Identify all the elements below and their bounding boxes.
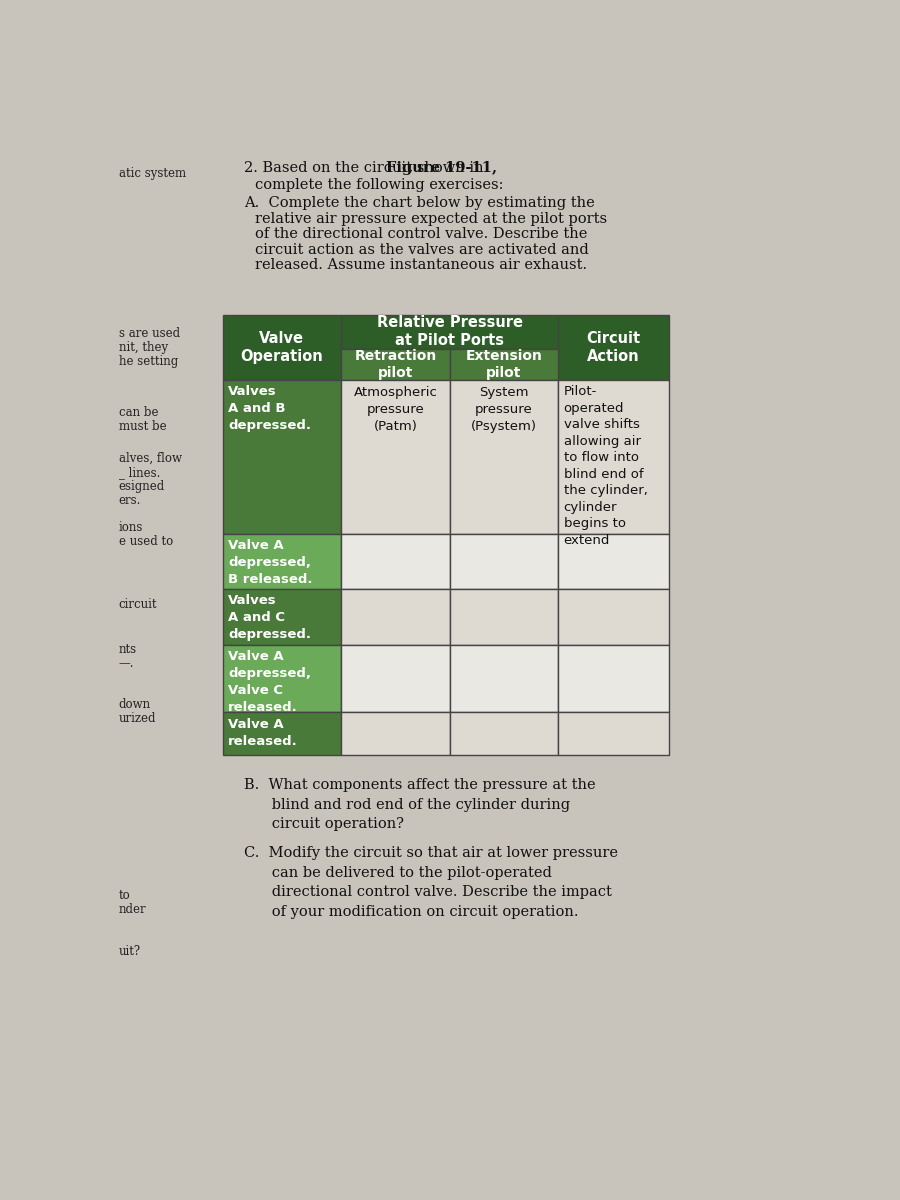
Bar — [222, 314, 341, 379]
Bar — [558, 379, 669, 534]
Text: urized: urized — [119, 713, 157, 725]
Text: Atmospheric
pressure
(Patm): Atmospheric pressure (Patm) — [354, 385, 437, 433]
Text: he setting: he setting — [119, 355, 178, 368]
Text: A.  Complete the chart below by estimating the: A. Complete the chart below by estimatin… — [244, 197, 595, 210]
Bar — [341, 713, 450, 755]
Text: can be: can be — [119, 406, 158, 419]
Text: B.  What components affect the pressure at the
      blind and rod end of the cy: B. What components affect the pressure a… — [244, 779, 596, 832]
Text: 2. Based on the circuit shown in: 2. Based on the circuit shown in — [244, 161, 489, 175]
Text: of the directional control valve. Describe the: of the directional control valve. Descri… — [255, 227, 588, 241]
Bar — [341, 534, 450, 589]
Bar — [558, 713, 669, 755]
Text: complete the following exercises:: complete the following exercises: — [255, 178, 504, 192]
Text: must be: must be — [119, 420, 166, 433]
Text: uit?: uit? — [119, 944, 140, 958]
Text: nts: nts — [119, 643, 137, 656]
Text: ions: ions — [119, 521, 143, 534]
Bar — [450, 379, 558, 534]
Bar — [450, 534, 558, 589]
Bar — [450, 349, 558, 379]
Bar — [222, 534, 341, 589]
Bar — [222, 713, 341, 755]
Text: Valve
Operation: Valve Operation — [240, 331, 323, 364]
Bar — [341, 589, 450, 644]
Text: s are used: s are used — [119, 328, 180, 341]
Text: esigned: esigned — [119, 480, 165, 493]
Bar — [222, 379, 341, 534]
Bar — [558, 644, 669, 713]
Text: Circuit
Action: Circuit Action — [586, 331, 640, 364]
Text: Valves
A and B
depressed.: Valves A and B depressed. — [228, 385, 311, 432]
Text: relative air pressure expected at the pilot ports: relative air pressure expected at the pi… — [255, 211, 608, 226]
Bar — [222, 589, 341, 644]
Bar — [341, 644, 450, 713]
Text: Valve A
released.: Valve A released. — [228, 718, 298, 748]
Bar — [341, 379, 450, 534]
Bar — [341, 349, 450, 379]
Text: Valve A
depressed,
Valve C
released.: Valve A depressed, Valve C released. — [228, 650, 311, 714]
Text: circuit: circuit — [119, 599, 158, 611]
Text: down: down — [119, 698, 151, 712]
Text: Relative Pressure
at Pilot Ports: Relative Pressure at Pilot Ports — [376, 316, 523, 348]
Text: Pilot-
operated
valve shifts
allowing air
to flow into
blind end of
the cylinder: Pilot- operated valve shifts allowing ai… — [563, 385, 647, 546]
Text: released. Assume instantaneous air exhaust.: released. Assume instantaneous air exhau… — [255, 258, 587, 272]
Text: Valves
A and C
depressed.: Valves A and C depressed. — [228, 594, 311, 642]
Text: nder: nder — [119, 904, 147, 917]
Text: System
pressure
(Psystem): System pressure (Psystem) — [471, 385, 537, 433]
Text: atic system: atic system — [119, 167, 185, 180]
Text: Valve A
depressed,
B released.: Valve A depressed, B released. — [228, 539, 312, 586]
Text: —.: —. — [119, 656, 134, 670]
Text: nit, they: nit, they — [119, 341, 167, 354]
Text: circuit action as the valves are activated and: circuit action as the valves are activat… — [255, 242, 589, 257]
Bar — [558, 589, 669, 644]
Bar — [450, 713, 558, 755]
Bar — [450, 589, 558, 644]
Bar — [341, 314, 558, 349]
Text: _ lines.: _ lines. — [119, 466, 160, 479]
Text: e used to: e used to — [119, 535, 173, 548]
Text: to: to — [119, 889, 130, 902]
Bar — [222, 644, 341, 713]
Text: Retraction
pilot: Retraction pilot — [355, 349, 436, 379]
Text: ers.: ers. — [119, 493, 141, 506]
Text: Extension
pilot: Extension pilot — [465, 349, 543, 379]
Bar — [450, 644, 558, 713]
Text: alves, flow: alves, flow — [119, 452, 182, 464]
Text: Figure 19-11,: Figure 19-11, — [386, 161, 497, 175]
Bar — [558, 534, 669, 589]
Text: C.  Modify the circuit so that air at lower pressure
      can be delivered to t: C. Modify the circuit so that air at low… — [244, 846, 618, 919]
Bar — [558, 314, 669, 379]
